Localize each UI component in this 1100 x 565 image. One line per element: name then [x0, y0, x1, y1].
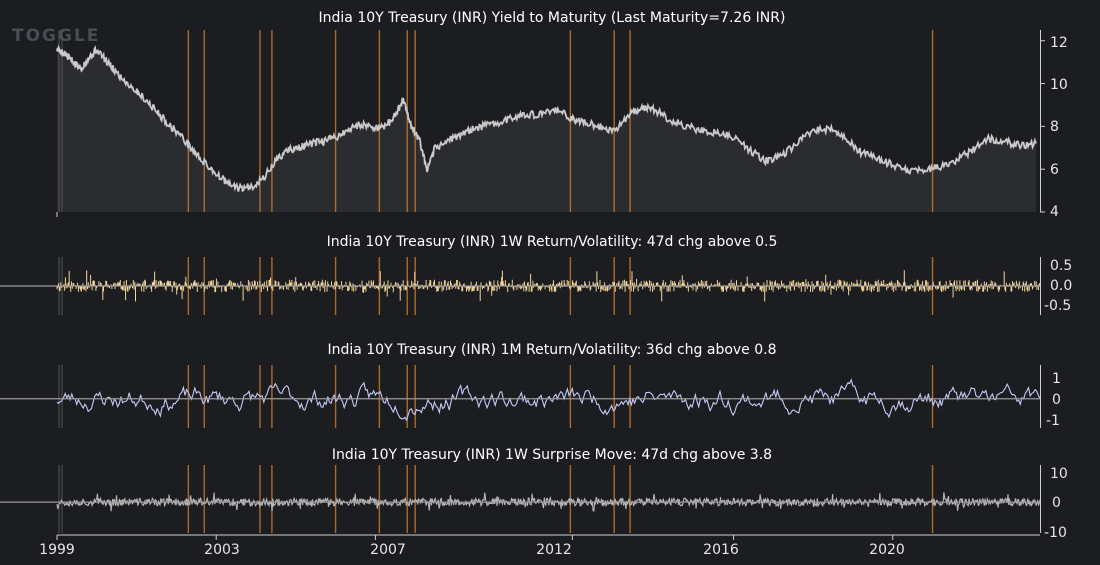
panel-2-ytick: -0.5 — [1044, 298, 1071, 314]
yield-area-fill — [57, 47, 1036, 212]
panel-1-ytick: 6 — [1050, 162, 1059, 178]
x-tick-label: 2007 — [370, 542, 406, 558]
panel-4-ytick: -10 — [1044, 525, 1067, 541]
toggle-logo: TOGGLE — [12, 26, 101, 46]
fill-layer — [57, 47, 1036, 212]
panel-3-title: India 10Y Treasury (INR) 1M Return/Volat… — [327, 342, 776, 358]
series-layer — [56, 44, 1041, 512]
panel-2-ytick: 0.5 — [1050, 258, 1072, 274]
panel-1-ytick: 10 — [1050, 77, 1068, 93]
x-tick-label: 2012 — [536, 542, 572, 558]
panel-4-ytick: 0 — [1052, 495, 1061, 511]
panel-1-ytick: 12 — [1050, 35, 1068, 51]
panel-2-title: India 10Y Treasury (INR) 1W Return/Volat… — [327, 234, 778, 250]
panel-1-title: India 10Y Treasury (INR) Yield to Maturi… — [319, 10, 786, 26]
x-tick-label: 1999 — [39, 542, 75, 558]
yield-line — [56, 44, 1037, 193]
axes-layer — [0, 30, 1045, 540]
event-lines — [58, 30, 934, 533]
panel-2-ytick: 0.0 — [1050, 278, 1072, 294]
x-tick-label: 2003 — [204, 542, 240, 558]
panel-1-ytick: 8 — [1050, 119, 1059, 135]
panel-3-ytick: -1 — [1046, 413, 1060, 429]
panel-1-ytick: 4 — [1050, 204, 1059, 220]
panel-3-ytick: 1 — [1052, 371, 1061, 387]
panel-4-title: India 10Y Treasury (INR) 1W Surprise Mov… — [332, 447, 772, 463]
x-tick-label: 2016 — [703, 542, 739, 558]
panel-4-ytick: 10 — [1050, 466, 1068, 482]
x-tick-label: 2020 — [869, 542, 905, 558]
surprise-move-line — [56, 492, 1041, 512]
panel-3-ytick: 0 — [1052, 392, 1061, 408]
